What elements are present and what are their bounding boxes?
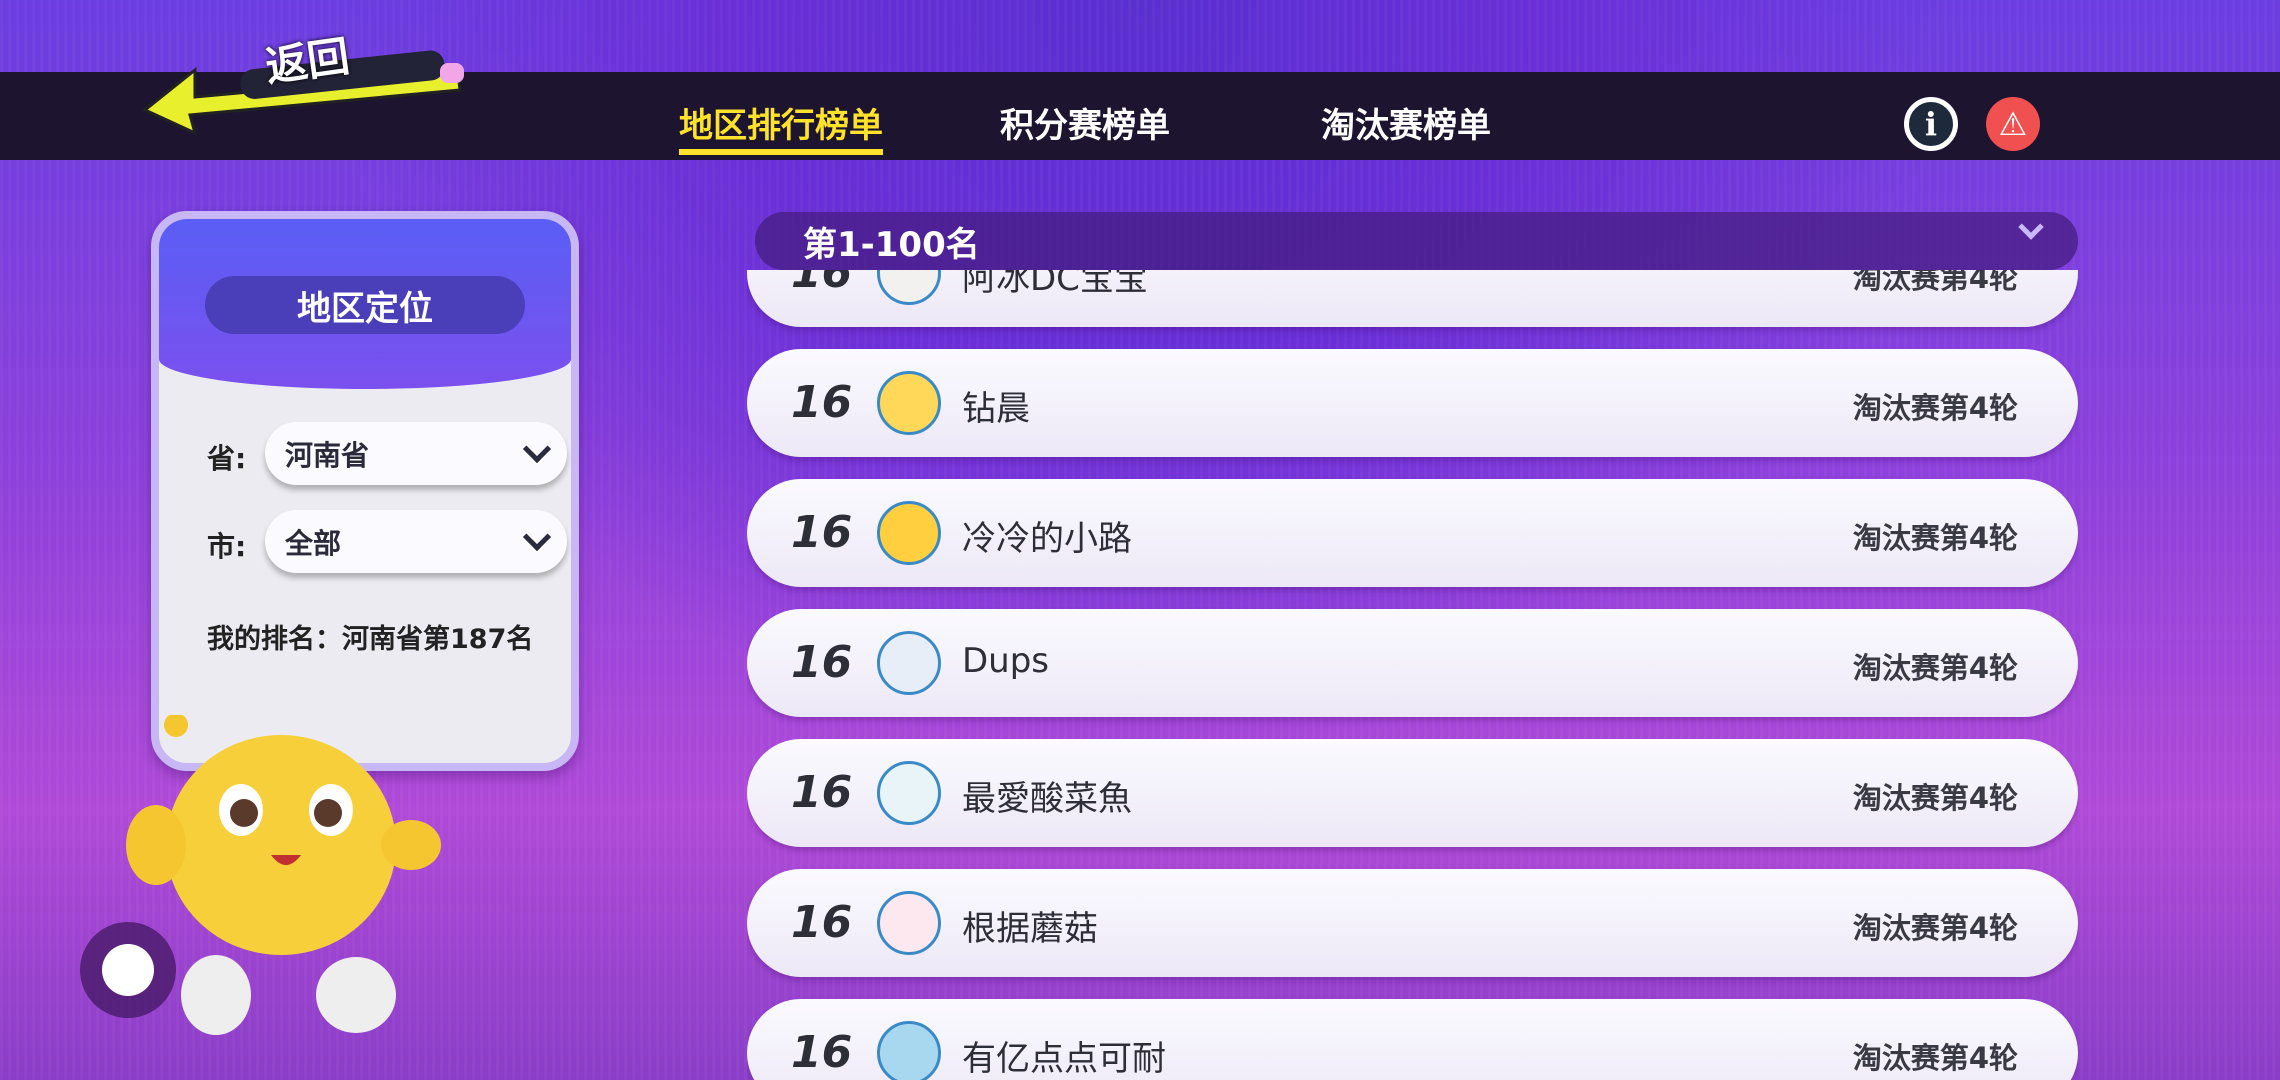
mascot-character: [126, 715, 441, 1035]
player-avatar: [877, 501, 941, 565]
player-name: Dups: [962, 641, 1050, 681]
province-value: 河南省: [285, 438, 370, 472]
player-avatar: [877, 1021, 941, 1080]
leaderboard-row[interactable]: 16 有亿点点可耐 淘汰赛第4轮: [747, 999, 2078, 1080]
province-label: 省:: [207, 442, 247, 475]
player-name: 最愛酸菜魚: [962, 779, 1132, 819]
range-value: 第1-100名: [803, 224, 980, 265]
province-dropdown[interactable]: 河南省: [265, 422, 567, 485]
leaderboard-row[interactable]: 16 根据蘑菇 淘汰赛第4轮: [747, 869, 2078, 977]
region-panel: 地区定位 省: 河南省 市: 全部 我的排名：河南省第187名: [151, 211, 579, 771]
player-name: 冷冷的小路: [962, 519, 1132, 559]
rank-number: 16: [791, 767, 853, 818]
city-dropdown[interactable]: 全部: [265, 510, 567, 573]
city-label: 市:: [207, 530, 247, 563]
panel-title: 地区定位: [205, 276, 525, 334]
leaderboard-row[interactable]: 16 冷冷的小路 淘汰赛第4轮: [747, 479, 2078, 587]
player-avatar: [877, 631, 941, 695]
player-avatar: [877, 761, 941, 825]
back-arrow-icon: [142, 50, 464, 136]
chevron-down-icon: [522, 434, 552, 463]
joystick-knob: [102, 944, 154, 996]
leaderboard-row[interactable]: 16 最愛酸菜魚 淘汰赛第4轮: [747, 739, 2078, 847]
player-round: 淘汰赛第4轮: [1852, 911, 2018, 945]
tab-knockout-ranking[interactable]: 淘汰赛榜单: [1321, 106, 1491, 146]
player-round: 淘汰赛第4轮: [1852, 651, 2018, 685]
player-round: 淘汰赛第4轮: [1852, 521, 2018, 555]
player-name: 根据蘑菇: [962, 909, 1098, 949]
player-name: 钻晨: [962, 389, 1030, 429]
leaderboard-list[interactable]: 16 阿冰DC宝宝 淘汰赛第4轮 16 钻晨 淘汰赛第4轮 16 冷冷的小路 淘汰赛…: [747, 270, 2078, 1080]
back-button[interactable]: [140, 25, 480, 136]
player-round: 淘汰赛第4轮: [1852, 391, 2018, 425]
warning-icon[interactable]: ⚠: [1986, 97, 2040, 151]
player-round: 淘汰赛第4轮: [1852, 781, 2018, 815]
player-round: 淘汰赛第4轮: [1852, 270, 2018, 295]
player-name: 有亿点点可耐: [962, 1039, 1166, 1079]
rank-number: 16: [791, 507, 853, 558]
rank-number: 16: [791, 377, 853, 428]
back-label: 返回: [262, 31, 353, 92]
player-name: 阿冰DC宝宝: [962, 270, 1148, 299]
leaderboard-row[interactable]: 16 阿冰DC宝宝 淘汰赛第4轮: [747, 270, 2078, 327]
tab-points-ranking[interactable]: 积分赛榜单: [1000, 106, 1170, 146]
chevron-down-icon: [2018, 214, 2044, 240]
player-round: 淘汰赛第4轮: [1852, 1041, 2018, 1075]
rank-number: 16: [791, 897, 853, 948]
info-icon[interactable]: i: [1904, 97, 1958, 151]
rank-number: 16: [791, 270, 853, 298]
player-avatar: [877, 270, 941, 305]
range-dropdown[interactable]: 第1-100名: [755, 212, 2078, 270]
joystick-button[interactable]: [80, 922, 176, 1018]
player-avatar: [877, 371, 941, 435]
rank-number: 16: [791, 637, 853, 688]
chevron-down-icon: [522, 522, 552, 551]
rank-number: 16: [791, 1027, 853, 1078]
my-rank: 我的排名：河南省第187名: [207, 624, 534, 655]
leaderboard-row[interactable]: 16 Dups 淘汰赛第4轮: [747, 609, 2078, 717]
tab-region-ranking[interactable]: 地区排行榜单: [679, 98, 883, 155]
leaderboard-row[interactable]: 16 钻晨 淘汰赛第4轮: [747, 349, 2078, 457]
player-avatar: [877, 891, 941, 955]
city-value: 全部: [285, 526, 342, 560]
